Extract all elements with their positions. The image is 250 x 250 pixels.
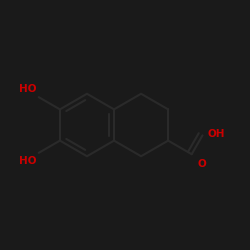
Text: O: O — [197, 159, 206, 169]
Text: HO: HO — [18, 84, 36, 94]
Text: HO: HO — [18, 156, 36, 166]
Text: OH: OH — [208, 129, 226, 139]
